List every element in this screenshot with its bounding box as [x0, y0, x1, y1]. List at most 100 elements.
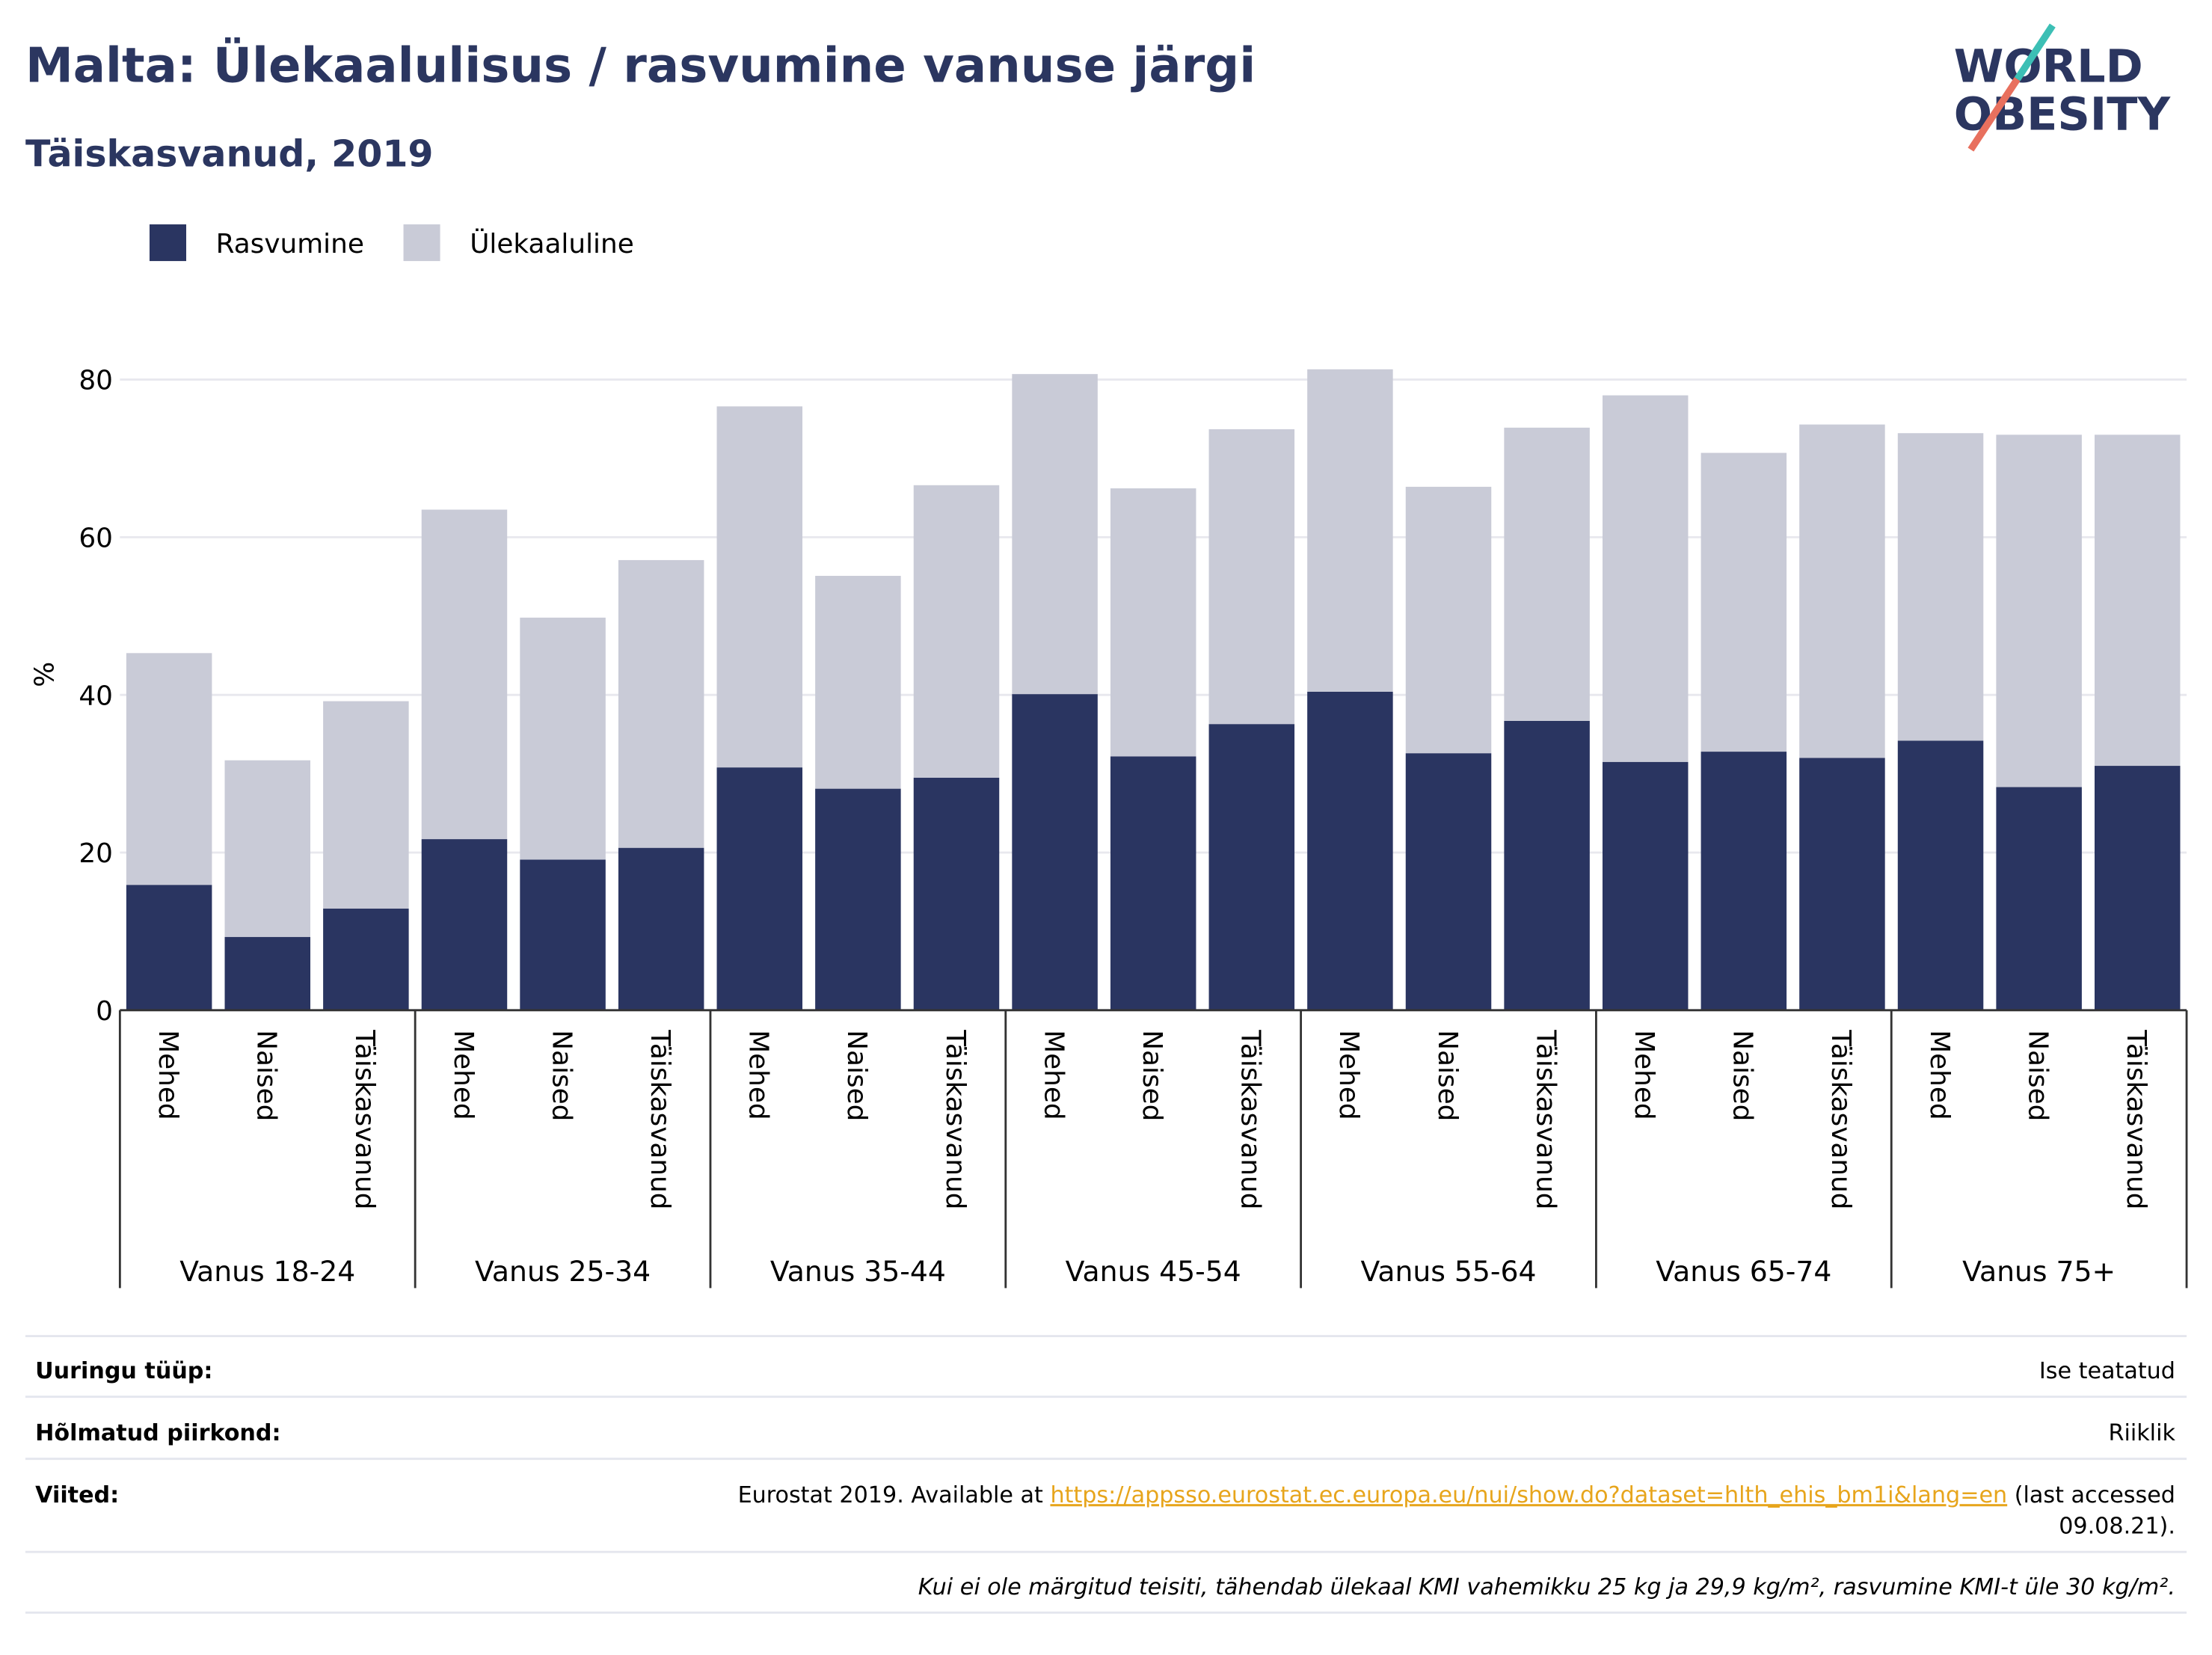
x-tick-label: Mehed [1333, 1030, 1364, 1120]
x-tick-label: Naised [1432, 1030, 1463, 1121]
bar-segment [421, 839, 508, 1010]
x-tick-label: Täiskasvanud [645, 1029, 675, 1209]
bar-segment [1405, 753, 1492, 1010]
logo-text: OBESITY [1954, 89, 2172, 141]
bar-segment [2094, 435, 2181, 767]
y-tick-label: 60 [79, 523, 113, 554]
bar-segment [1208, 724, 1295, 1010]
x-tick-label: Mehed [153, 1030, 183, 1120]
x-tick-label: Mehed [448, 1030, 479, 1120]
chart-title: Malta: Ülekaalulisus / rasvumine vanuse … [25, 37, 1256, 93]
x-tick-label: Naised [841, 1030, 872, 1121]
y-tick-label: 40 [79, 681, 113, 711]
x-tick-label: Naised [1137, 1030, 1167, 1121]
bar-segment [618, 847, 704, 1010]
x-tick-label: Naised [251, 1030, 282, 1121]
x-tick-label: Täiskasvanud [2121, 1029, 2151, 1209]
group-label: Vanus 45-54 [1066, 1255, 1241, 1288]
bar-segment [1897, 433, 1984, 741]
legend-swatch [403, 224, 440, 262]
footer-text: Eurostat 2019. Available at [738, 1482, 1051, 1508]
footer-text: Riiklik [2108, 1420, 2175, 1446]
group-label: Vanus 18-24 [179, 1255, 355, 1288]
footer-value: Riiklik [2108, 1420, 2175, 1446]
bar-segment [1307, 691, 1393, 1010]
bar-segment [520, 859, 606, 1010]
logo-stroke [2014, 23, 2056, 82]
bar-segment [323, 908, 409, 1010]
bar-segment [1996, 435, 2082, 787]
bar-segment [1996, 787, 2082, 1010]
bar-segment [1701, 752, 1787, 1010]
x-tick-label: Täiskasvanud [1235, 1029, 1266, 1209]
bar-segment [618, 559, 704, 848]
bar-segment [224, 936, 311, 1010]
bar-segment [1012, 374, 1098, 695]
x-tick-label: Mehed [1038, 1030, 1069, 1120]
group-label: Vanus 35-44 [770, 1255, 946, 1288]
legend-label: Ülekaaluline [470, 228, 634, 260]
bar-segment [126, 653, 212, 885]
y-axis-label: % [30, 662, 61, 687]
bar-segment [1799, 758, 1885, 1010]
footer-label: Uuringu tüüp: [35, 1358, 212, 1384]
bar-segment [1701, 452, 1787, 752]
x-tick-label: Mehed [743, 1030, 774, 1120]
logo-stroke [1967, 77, 2021, 152]
bar-segment [815, 788, 901, 1010]
bar-segment [126, 885, 212, 1010]
footer-text: 09.08.21). [2059, 1514, 2175, 1540]
bar-segment [2094, 766, 2181, 1010]
group-label: Vanus 55-64 [1360, 1255, 1536, 1288]
bar-segment [1110, 488, 1196, 757]
bar-segment [1307, 369, 1393, 692]
x-tick-label: Mehed [1924, 1030, 1955, 1120]
x-tick-label: Täiskasvanud [1825, 1029, 1856, 1209]
footer-value: Eurostat 2019. Available at https://apps… [738, 1482, 2175, 1508]
footer-value: 09.08.21). [2059, 1514, 2175, 1540]
footer-label: Hõlmatud piirkond: [35, 1420, 280, 1446]
bar-segment [1208, 429, 1295, 725]
bar-segment [716, 767, 803, 1010]
chart-subtitle: Täiskasvanud, 2019 [25, 132, 434, 176]
y-tick-label: 20 [79, 838, 113, 869]
x-tick-label: Täiskasvanud [349, 1029, 380, 1209]
bar-segment [1602, 761, 1689, 1010]
bar-segment [1504, 427, 1590, 721]
bar-segment [913, 485, 1000, 778]
legend-label: Rasvumine [216, 229, 364, 260]
bar-segment [1012, 694, 1098, 1010]
bar-segment [1504, 720, 1590, 1010]
y-tick-label: 80 [79, 366, 113, 396]
group-label: Vanus 75+ [1962, 1255, 2116, 1288]
bar-segment [1602, 395, 1689, 762]
legend-swatch [149, 224, 187, 262]
bar-segment [815, 576, 901, 789]
bar-segment [323, 701, 409, 909]
footer-value: Ise teatatud [2039, 1358, 2175, 1384]
x-tick-label: Naised [1727, 1030, 1758, 1121]
bar-segment [1110, 756, 1196, 1010]
group-label: Vanus 25-34 [475, 1255, 651, 1288]
footer-text: (last accessed [2007, 1482, 2175, 1508]
bar-segment [224, 760, 311, 937]
bar-segment [1799, 424, 1885, 758]
bar-segment [421, 509, 508, 840]
footnote: Kui ei ole märgitud teisiti, tähendab ül… [918, 1574, 2175, 1600]
x-tick-label: Täiskasvanud [1530, 1029, 1561, 1209]
group-label: Vanus 65-74 [1656, 1255, 1831, 1288]
x-tick-label: Täiskasvanud [940, 1029, 971, 1209]
x-tick-label: Naised [2022, 1030, 2053, 1121]
reference-link[interactable]: https://appsso.eurostat.ec.europa.eu/nui… [1050, 1482, 2007, 1508]
x-tick-label: Naised [546, 1030, 577, 1121]
bar-segment [913, 777, 1000, 1010]
y-tick-label: 0 [96, 996, 113, 1027]
bar-segment [1897, 740, 1984, 1010]
x-tick-label: Mehed [1629, 1030, 1659, 1120]
bar-segment [1405, 486, 1492, 754]
footer-label: Viited: [35, 1482, 119, 1508]
bar-segment [716, 406, 803, 768]
footer-text: Ise teatatud [2039, 1358, 2175, 1384]
bar-segment [520, 617, 606, 860]
